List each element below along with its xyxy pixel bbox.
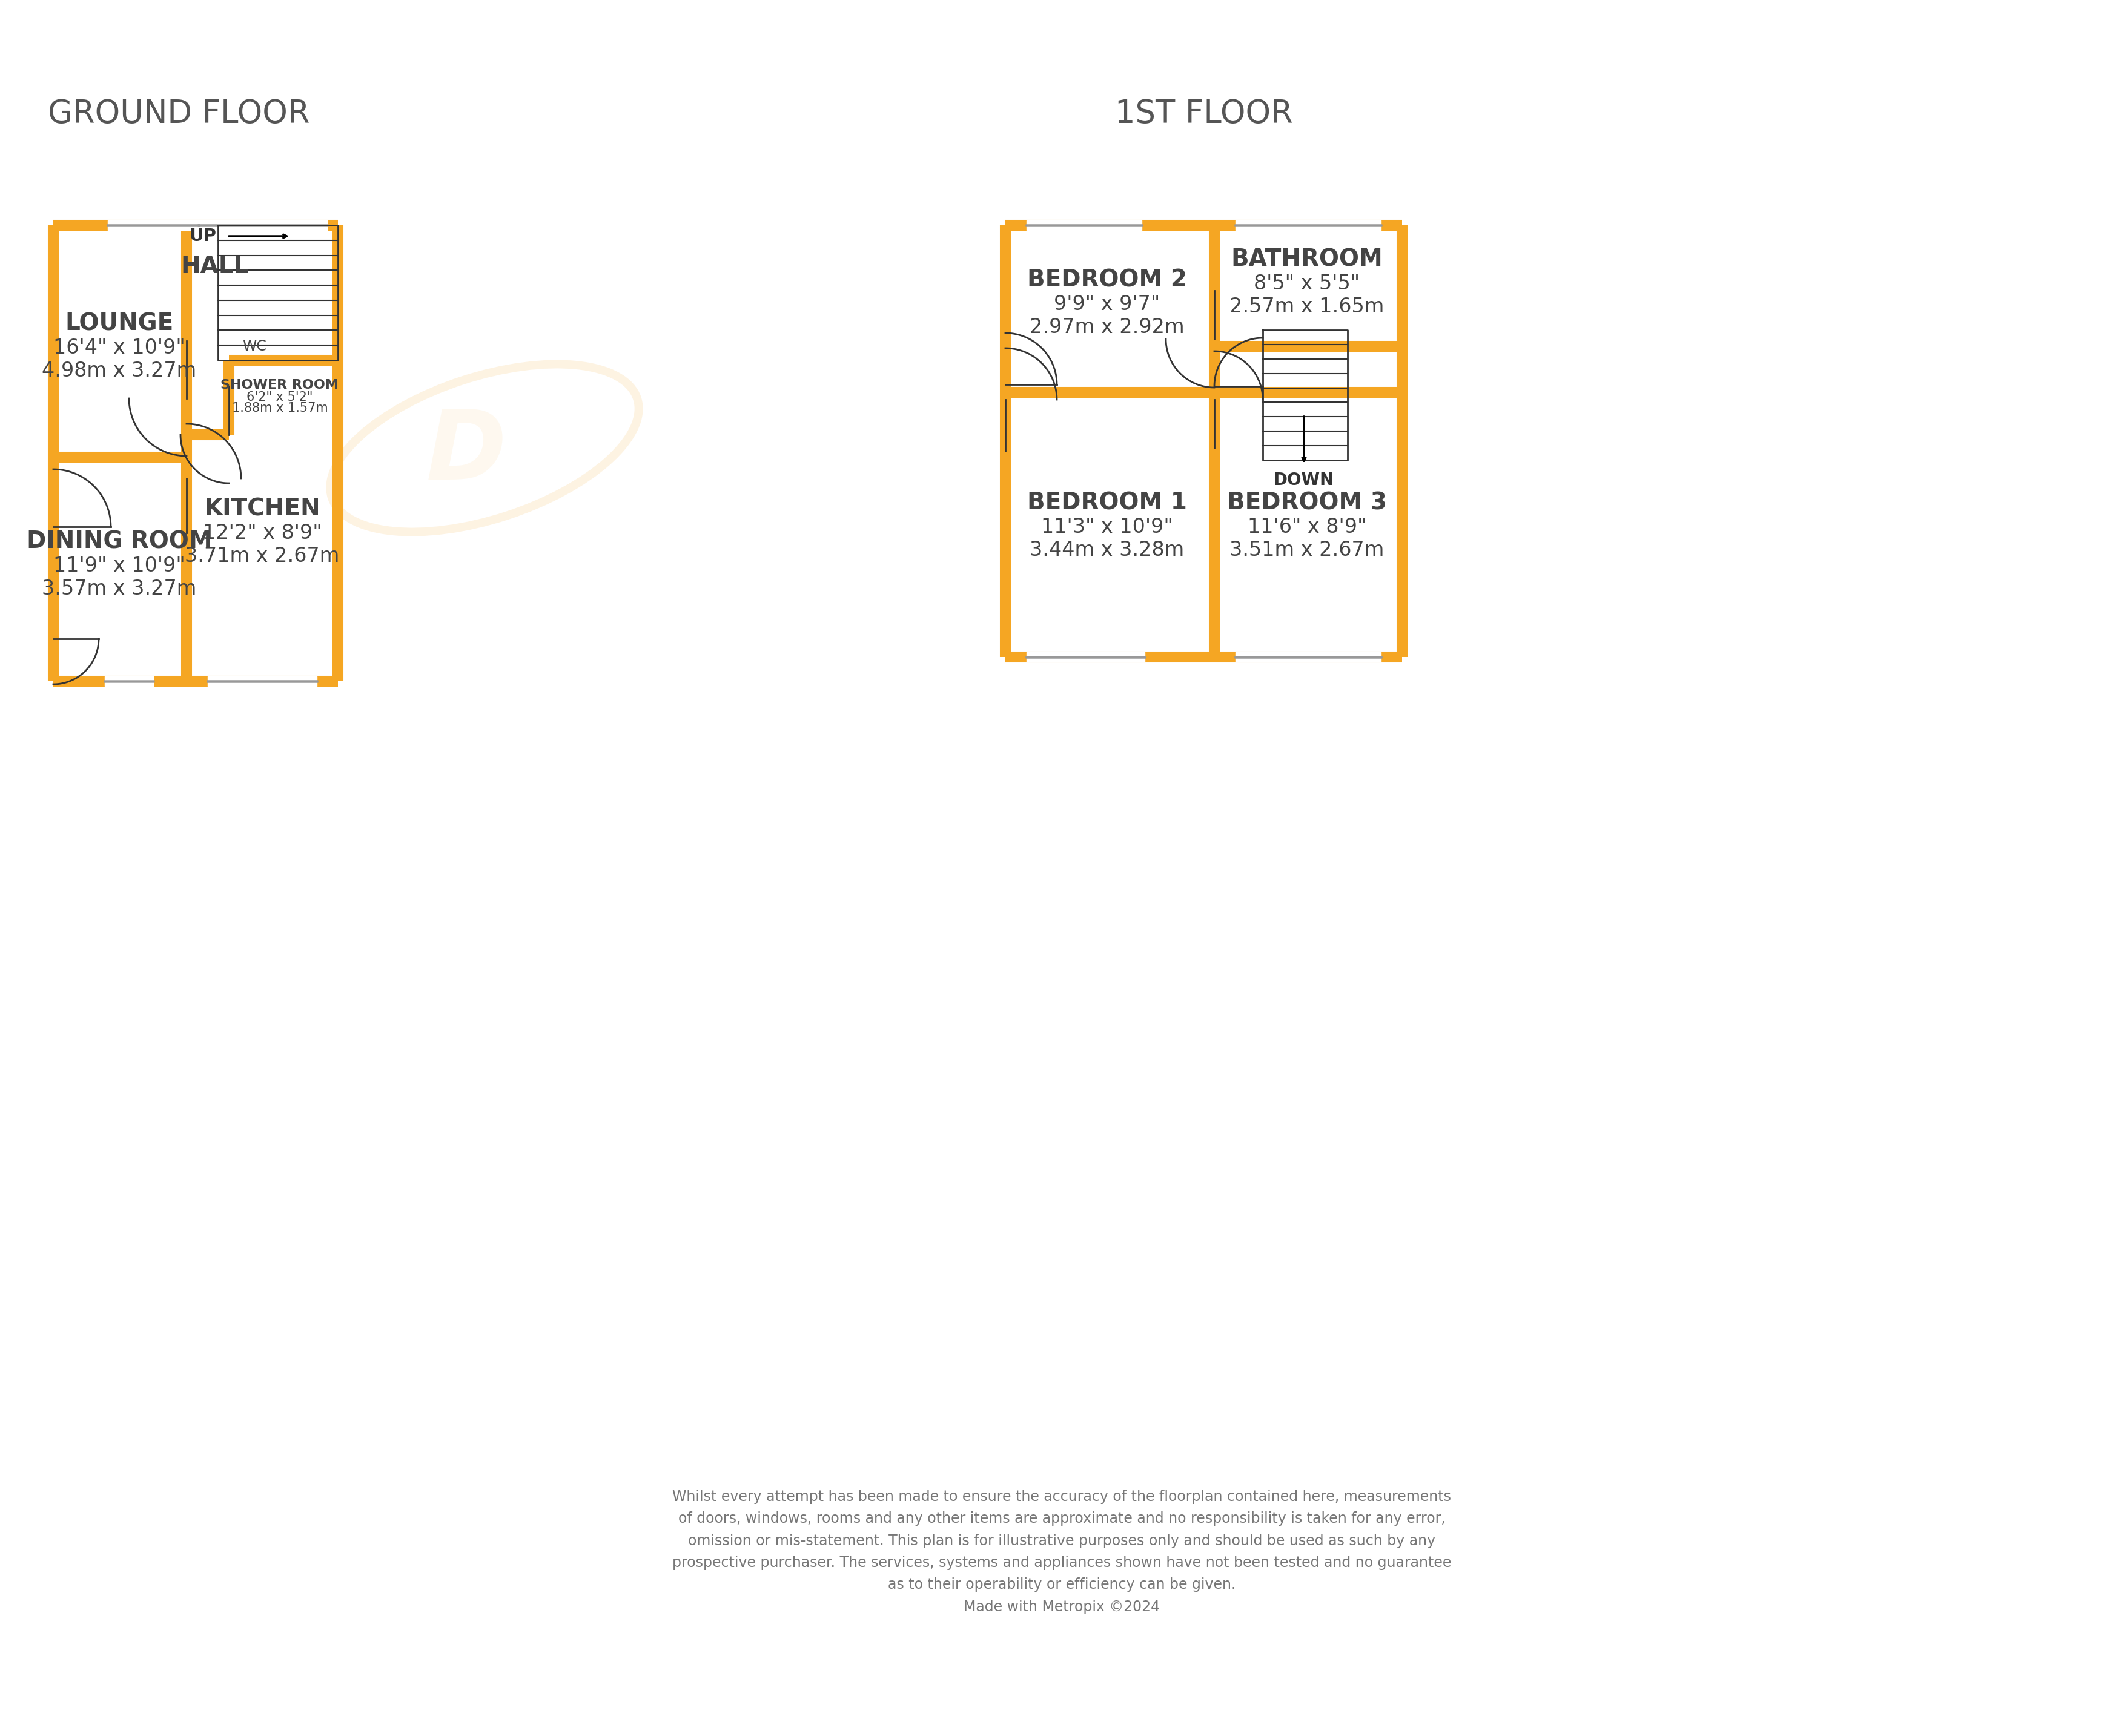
Text: HALL: HALL	[181, 255, 249, 278]
Text: Whilst every attempt has been made to ensure the accuracy of the floorplan conta: Whilst every attempt has been made to en…	[671, 1489, 1451, 1614]
Text: 8'5" x 5'5": 8'5" x 5'5"	[1253, 273, 1359, 293]
Text: 11'3" x 10'9": 11'3" x 10'9"	[1041, 517, 1172, 536]
Text: 11'9" x 10'9": 11'9" x 10'9"	[53, 556, 185, 576]
Text: 3.57m x 3.27m: 3.57m x 3.27m	[42, 580, 198, 599]
Text: 3.44m x 3.28m: 3.44m x 3.28m	[1030, 540, 1185, 559]
Text: 12'2" x 8'9": 12'2" x 8'9"	[202, 523, 323, 543]
Text: DOWN: DOWN	[1274, 472, 1334, 488]
Text: 2.57m x 1.65m: 2.57m x 1.65m	[1230, 297, 1385, 316]
Text: 4.98m x 3.27m: 4.98m x 3.27m	[42, 361, 198, 382]
Text: GROUND FLOOR: GROUND FLOOR	[47, 99, 310, 130]
Text: BATHROOM: BATHROOM	[1232, 248, 1383, 271]
Text: 11'6" x 8'9": 11'6" x 8'9"	[1247, 517, 1366, 536]
Text: BEDROOM 1: BEDROOM 1	[1028, 491, 1187, 514]
Text: 2.97m x 2.92m: 2.97m x 2.92m	[1030, 318, 1185, 337]
Text: 1.88m x 1.57m: 1.88m x 1.57m	[232, 403, 327, 415]
Text: 3.51m x 2.67m: 3.51m x 2.67m	[1230, 540, 1385, 559]
Text: D: D	[427, 406, 506, 500]
Text: 3.71m x 2.67m: 3.71m x 2.67m	[185, 545, 340, 566]
Text: UP: UP	[189, 227, 217, 245]
Text: BEDROOM 3: BEDROOM 3	[1228, 491, 1387, 514]
Text: DINING ROOM: DINING ROOM	[25, 531, 212, 554]
Text: 16'4" x 10'9": 16'4" x 10'9"	[53, 339, 185, 358]
Text: LOUNGE: LOUNGE	[66, 312, 174, 335]
Text: SHOWER ROOM: SHOWER ROOM	[221, 378, 340, 391]
Text: 6'2" x 5'2": 6'2" x 5'2"	[246, 391, 312, 403]
Text: WC: WC	[242, 339, 266, 354]
Text: BEDROOM 2: BEDROOM 2	[1028, 269, 1187, 292]
Text: 1ST FLOOR: 1ST FLOOR	[1115, 99, 1294, 130]
Text: KITCHEN: KITCHEN	[204, 496, 321, 521]
Text: 9'9" x 9'7": 9'9" x 9'7"	[1054, 293, 1160, 314]
